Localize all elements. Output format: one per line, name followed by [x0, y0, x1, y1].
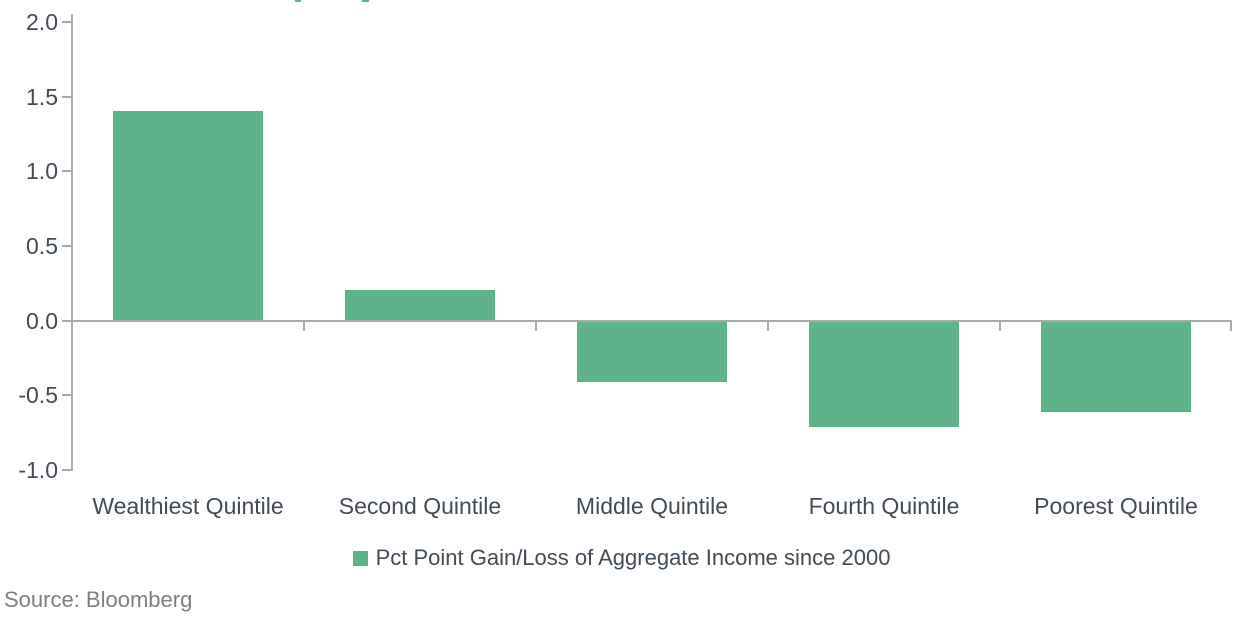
y-tick-label: 2.0	[26, 9, 58, 36]
y-tick-label: 0.0	[26, 307, 58, 334]
y-tick-label: 0.5	[26, 233, 58, 260]
y-tick-mark	[62, 170, 72, 173]
cropped-title-fragment	[295, 0, 301, 2]
y-tick-label: 1.0	[26, 158, 58, 185]
x-tick-mark	[303, 322, 305, 331]
y-tick-label: -0.5	[18, 382, 58, 409]
y-tick-label: -1.0	[18, 457, 58, 484]
bar	[345, 290, 495, 320]
x-category-label: Poorest Quintile	[1034, 493, 1198, 519]
legend-marker-swatch	[352, 550, 368, 566]
x-category-label: Fourth Quintile	[808, 493, 960, 519]
y-tick-mark	[62, 245, 72, 248]
y-tick-mark	[62, 394, 72, 397]
y-tick-label: 1.5	[26, 83, 58, 110]
x-axis-line	[72, 320, 1232, 322]
x-category-label: Wealthiest Quintile	[92, 493, 284, 519]
cropped-title-fragment	[362, 0, 369, 2]
bar	[577, 322, 727, 382]
y-tick-mark	[62, 319, 72, 322]
x-tick-mark	[999, 322, 1001, 331]
y-tick-mark	[62, 21, 72, 24]
legend: Pct Point Gain/Loss of Aggregate Income …	[0, 546, 1243, 570]
y-axis-line	[71, 14, 73, 471]
x-category-label: Second Quintile	[338, 493, 502, 519]
x-tick-mark	[767, 322, 769, 331]
x-tick-mark	[535, 322, 537, 331]
bar	[113, 110, 263, 320]
legend-label: Pct Point Gain/Loss of Aggregate Income …	[375, 545, 891, 570]
y-tick-mark	[62, 469, 72, 472]
x-tick-mark	[1230, 322, 1232, 331]
source-label: Source: Bloomberg	[4, 587, 193, 612]
bar	[1041, 322, 1191, 412]
x-category-label: Middle Quintile	[575, 493, 729, 519]
y-tick-mark	[62, 95, 72, 98]
bar	[809, 322, 959, 427]
